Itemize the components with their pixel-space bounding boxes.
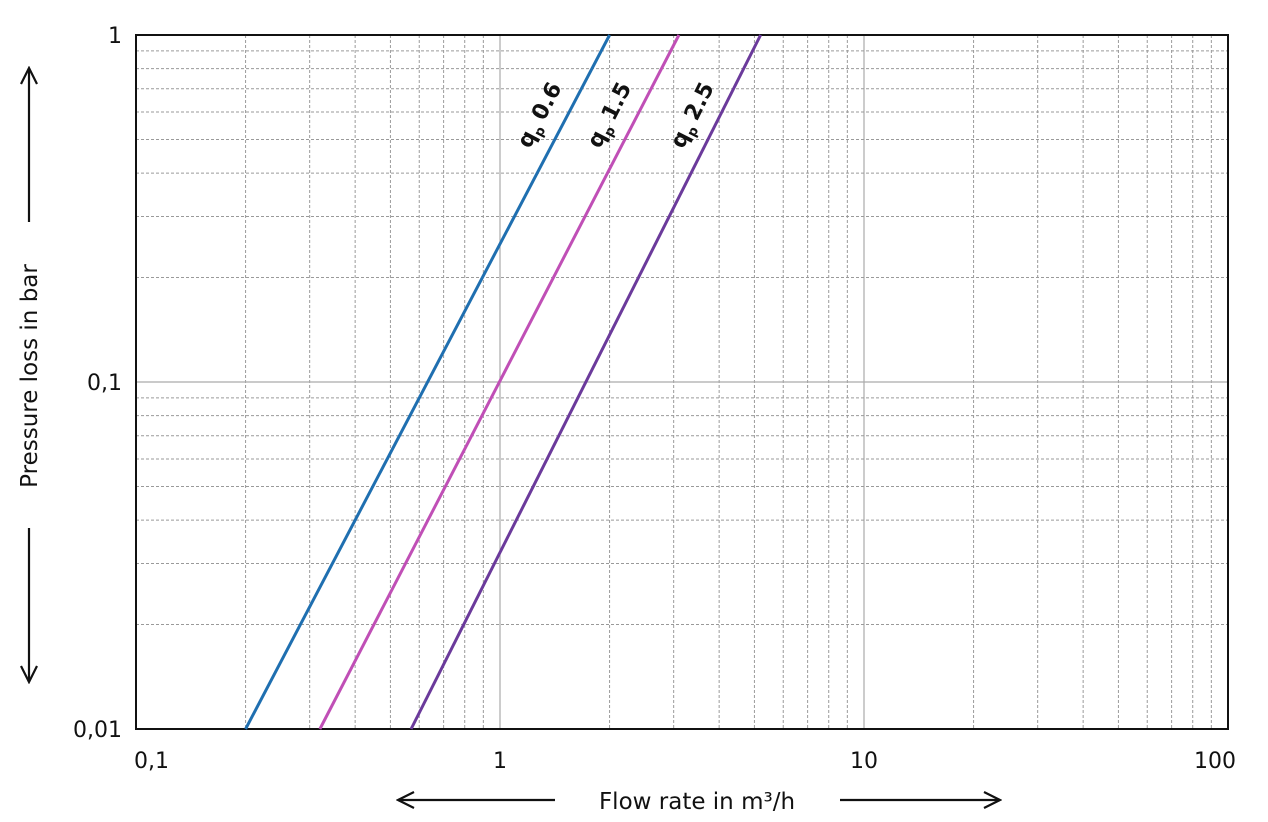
x-tick-label: 100	[1194, 749, 1236, 774]
y-tick-label: 1	[108, 24, 122, 49]
series-line	[318, 34, 681, 730]
series-label: qp2.5	[666, 78, 723, 153]
y-tick-label: 0,1	[87, 371, 122, 396]
y-tick-label: 0,01	[73, 718, 122, 743]
plot-frame	[135, 34, 1229, 730]
series-lines	[244, 34, 762, 730]
x-tick-label: 1	[493, 749, 507, 774]
series-line	[409, 34, 762, 730]
grid	[136, 35, 1228, 729]
y-tick-labels: 0,01 0,1 1	[73, 24, 122, 743]
x-axis-title: Flow rate in m³/h	[599, 789, 795, 815]
x-tick-label: 0,1	[134, 749, 169, 774]
y-axis-title: Pressure loss in bar	[17, 264, 43, 488]
x-tick-labels: 0,1 1 10 100	[134, 749, 1236, 774]
series-label: qp0.6	[513, 78, 570, 153]
series-line	[244, 34, 611, 730]
x-tick-label: 10	[850, 749, 878, 774]
series-label: qp1.5	[583, 78, 640, 153]
